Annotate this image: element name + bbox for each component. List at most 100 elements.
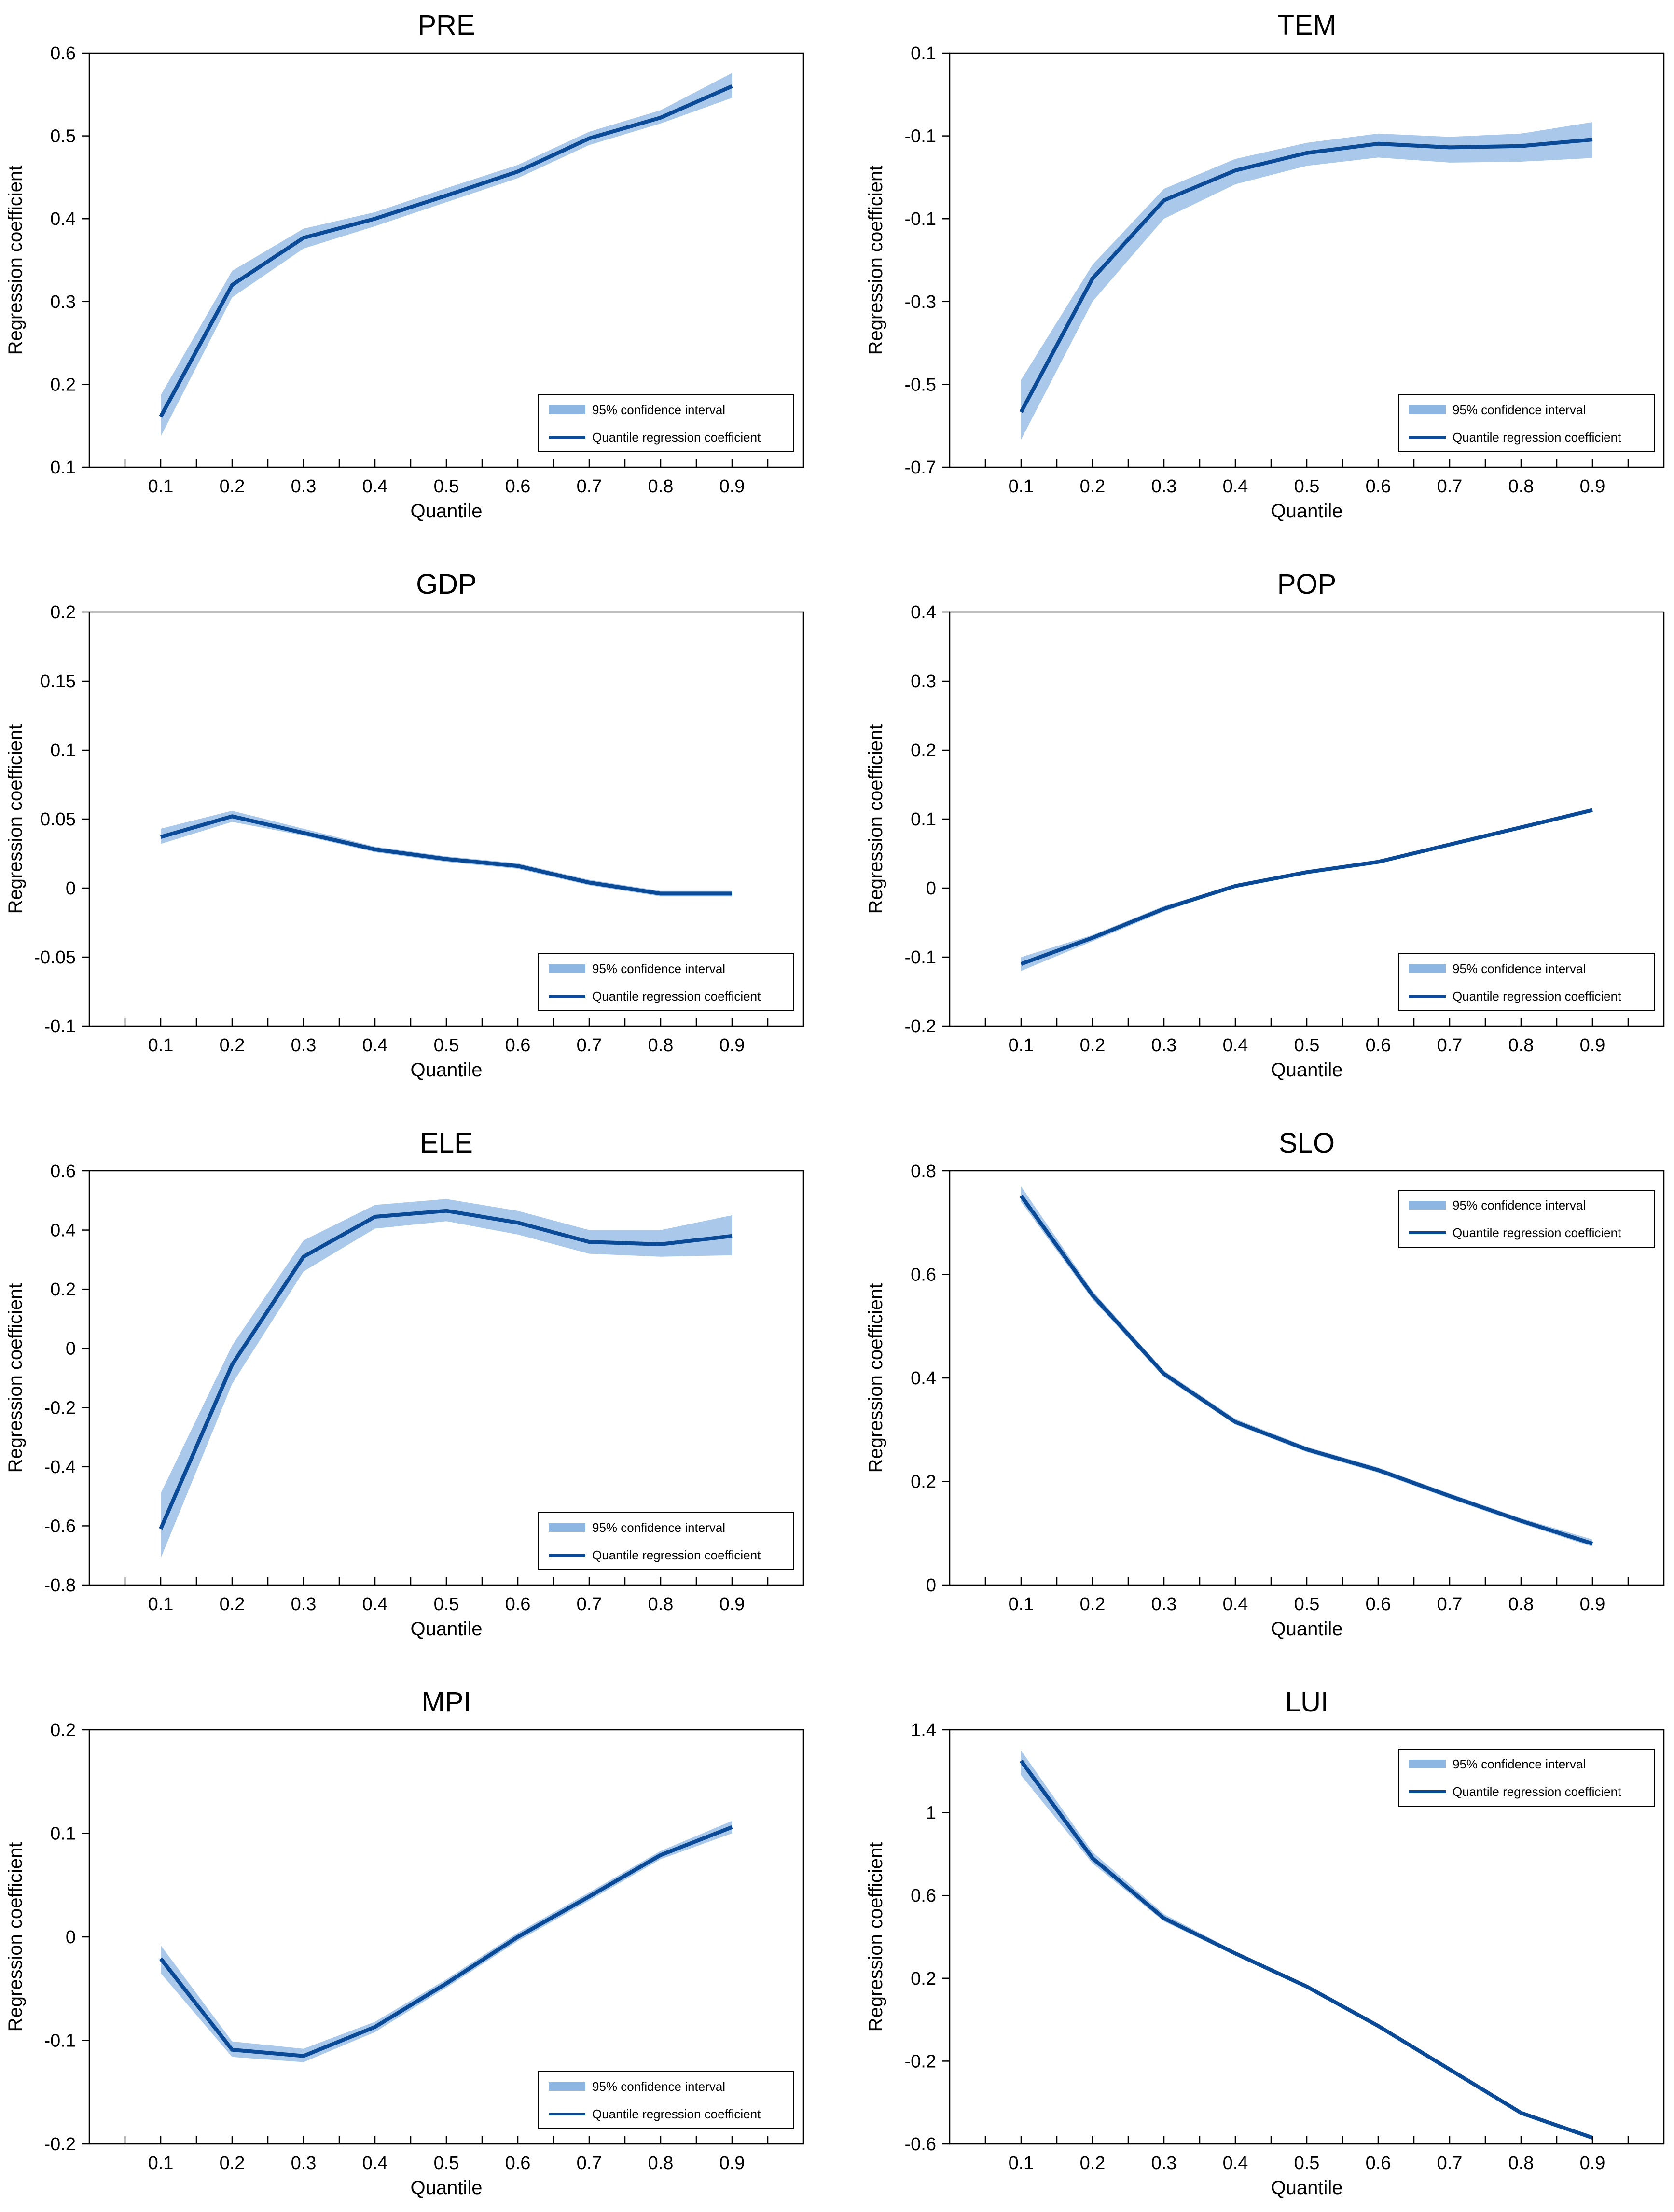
x-tick-label: 0.1 — [148, 2153, 174, 2173]
y-tick-label: -0.1 — [44, 1016, 76, 1037]
y-tick-label: 0 — [66, 1339, 76, 1359]
x-axis-title: Quantile — [411, 2177, 483, 2198]
y-tick-label: -0.6 — [44, 1516, 76, 1536]
chart-panel-slo: SLO 0.1 0.2 0.3 0.4 0.5 0.6 0.7 0.8 0.9 0 0.2 0.4 0.6… — [865, 1127, 1665, 1640]
x-tick-label: 0.1 — [1009, 1594, 1034, 1614]
y-tick-label: 0 — [66, 1927, 76, 1948]
x-tick-label: 0.8 — [1508, 2153, 1534, 2173]
x-tick-label: 0.7 — [1437, 476, 1463, 497]
y-tick-label: 0.2 — [50, 602, 76, 623]
x-tick-label: 0.3 — [1151, 1594, 1177, 1614]
y-tick-label: 0.4 — [50, 209, 76, 229]
chart-title: LUI — [1285, 1686, 1328, 1718]
x-tick-label: 0.6 — [505, 1035, 531, 1056]
x-tick-label: 0.6 — [505, 476, 531, 497]
legend-swatch-ci — [1409, 1201, 1446, 1210]
legend-label-coef: Quantile regression coefficient — [1453, 1784, 1621, 1799]
x-tick-label: 0.7 — [577, 2153, 602, 2173]
chart-title: GDP — [416, 569, 477, 600]
x-tick-label: 0.1 — [148, 1035, 174, 1056]
legend: 95% confidence interval Quantile regressi… — [1398, 1190, 1655, 1248]
y-tick-label: 0.5 — [50, 126, 76, 147]
x-tick-label: 0.3 — [1151, 2153, 1177, 2173]
y-tick-label: -0.05 — [34, 947, 76, 968]
x-tick-label: 0.8 — [1508, 1035, 1534, 1056]
legend-label-ci: 95% confidence interval — [592, 403, 725, 417]
x-axis-title: Quantile — [411, 1059, 483, 1081]
y-tick-label: -0.2 — [905, 2051, 936, 2072]
confidence-interval-band — [161, 810, 732, 897]
x-tick-label: 0.6 — [1366, 2153, 1391, 2173]
x-tick-label: 0.3 — [1151, 476, 1177, 497]
y-tick-label: 0.15 — [40, 671, 76, 692]
y-tick-label: -0.7 — [905, 458, 936, 478]
x-tick-label: 0.1 — [148, 476, 174, 497]
x-tick-label: 0.7 — [577, 476, 602, 497]
legend-label-coef: Quantile regression coefficient — [592, 1548, 761, 1562]
y-tick-label: 0.4 — [50, 1221, 76, 1241]
legend-label-coef: Quantile regression coefficient — [592, 2107, 761, 2121]
x-tick-label: 0.4 — [1223, 476, 1248, 497]
legend: 95% confidence interval Quantile regressi… — [1398, 1749, 1655, 1807]
x-tick-label: 0.9 — [719, 2153, 745, 2173]
x-tick-label: 0.5 — [434, 2153, 459, 2173]
x-tick-label: 0.1 — [1009, 476, 1034, 497]
legend-swatch-ci — [1409, 405, 1446, 414]
y-tick-label: 0.2 — [911, 740, 936, 761]
y-tick-label: -0.2 — [905, 1016, 936, 1037]
legend-label-ci: 95% confidence interval — [1453, 1757, 1586, 1771]
x-tick-label: 0.7 — [1437, 2153, 1463, 2173]
x-tick-label: 0.5 — [1294, 476, 1320, 497]
legend-swatch-ci — [1409, 964, 1446, 973]
legend-label-ci: 95% confidence interval — [1453, 403, 1586, 417]
y-tick-label: -0.2 — [44, 1398, 76, 1418]
x-tick-label: 0.9 — [1580, 1035, 1605, 1056]
legend: 95% confidence interval Quantile regressi… — [1398, 394, 1655, 452]
legend-box — [1398, 1190, 1655, 1248]
x-tick-label: 0.6 — [505, 1594, 531, 1614]
chart-panel-mpi: MPI 0.1 0.2 0.3 0.4 0.5 0.6 0.7 0.8 0.9 -0.2 -0.1 0 0… — [5, 1686, 804, 2198]
y-tick-label: -0.5 — [905, 375, 936, 395]
x-tick-label: 0.9 — [1580, 476, 1605, 497]
coefficient-line — [1019, 138, 1593, 413]
x-axis-title: Quantile — [1271, 2177, 1343, 2198]
coefficient-line — [160, 814, 732, 896]
x-tick-label: 0.4 — [1223, 1594, 1248, 1614]
x-tick-label: 0.9 — [1580, 1594, 1605, 1614]
chart-panel-gdp: GDP 0.1 0.2 0.3 0.4 0.5 0.6 0.7 0.8 0.9 -0.1 -0.05 0… — [5, 569, 804, 1081]
x-tick-label: 0.8 — [648, 1035, 674, 1056]
coefficient-line — [159, 1209, 733, 1530]
x-tick-label: 0.7 — [577, 1594, 602, 1614]
x-tick-label: 0.1 — [148, 1594, 174, 1614]
y-tick-label: 0.1 — [50, 458, 76, 478]
legend-label-ci: 95% confidence interval — [592, 961, 725, 976]
y-axis-title: Regression coefficient — [5, 724, 26, 914]
y-tick-label: 0.1 — [911, 43, 936, 64]
chart-panel-tem: TEM 0.1 0.2 0.3 0.4 0.5 0.6 0.7 0.8 0.9 -0.7 -0.5 -0… — [865, 10, 1665, 522]
y-tick-label: 0.2 — [50, 1280, 76, 1300]
legend-label-coef: Quantile regression coefficient — [592, 430, 761, 445]
x-tick-label: 0.7 — [1437, 1035, 1463, 1056]
x-axis-title: Quantile — [1271, 1618, 1343, 1640]
legend-label-ci: 95% confidence interval — [1453, 961, 1586, 976]
x-tick-label: 0.9 — [719, 476, 745, 497]
x-tick-label: 0.4 — [362, 476, 388, 497]
chart-panel-pop: POP 0.1 0.2 0.3 0.4 0.5 0.6 0.7 0.8 0.9 -0.2 -0.1 0 0… — [865, 569, 1665, 1081]
y-axis-title: Regression coefficient — [865, 1842, 886, 2032]
y-tick-label: 0.1 — [911, 809, 936, 830]
y-tick-label: -0.1 — [905, 947, 936, 968]
y-axis-title: Regression coefficient — [5, 1283, 26, 1473]
y-tick-label: -0.2 — [44, 2134, 76, 2155]
coefficient-line — [159, 84, 733, 418]
y-tick-label: 0 — [926, 1575, 936, 1596]
legend: 95% confidence interval Quantile regressi… — [538, 394, 794, 452]
legend: 95% confidence interval Quantile regressi… — [538, 1512, 794, 1570]
confidence-interval-band — [161, 73, 732, 437]
legend-swatch-ci — [549, 964, 585, 973]
y-tick-label: 1.4 — [911, 1720, 936, 1740]
y-tick-label: 0.8 — [911, 1161, 936, 1182]
y-tick-label: -0.4 — [44, 1457, 76, 1477]
x-tick-label: 0.2 — [1080, 1035, 1106, 1056]
x-axis-title: Quantile — [411, 501, 483, 522]
